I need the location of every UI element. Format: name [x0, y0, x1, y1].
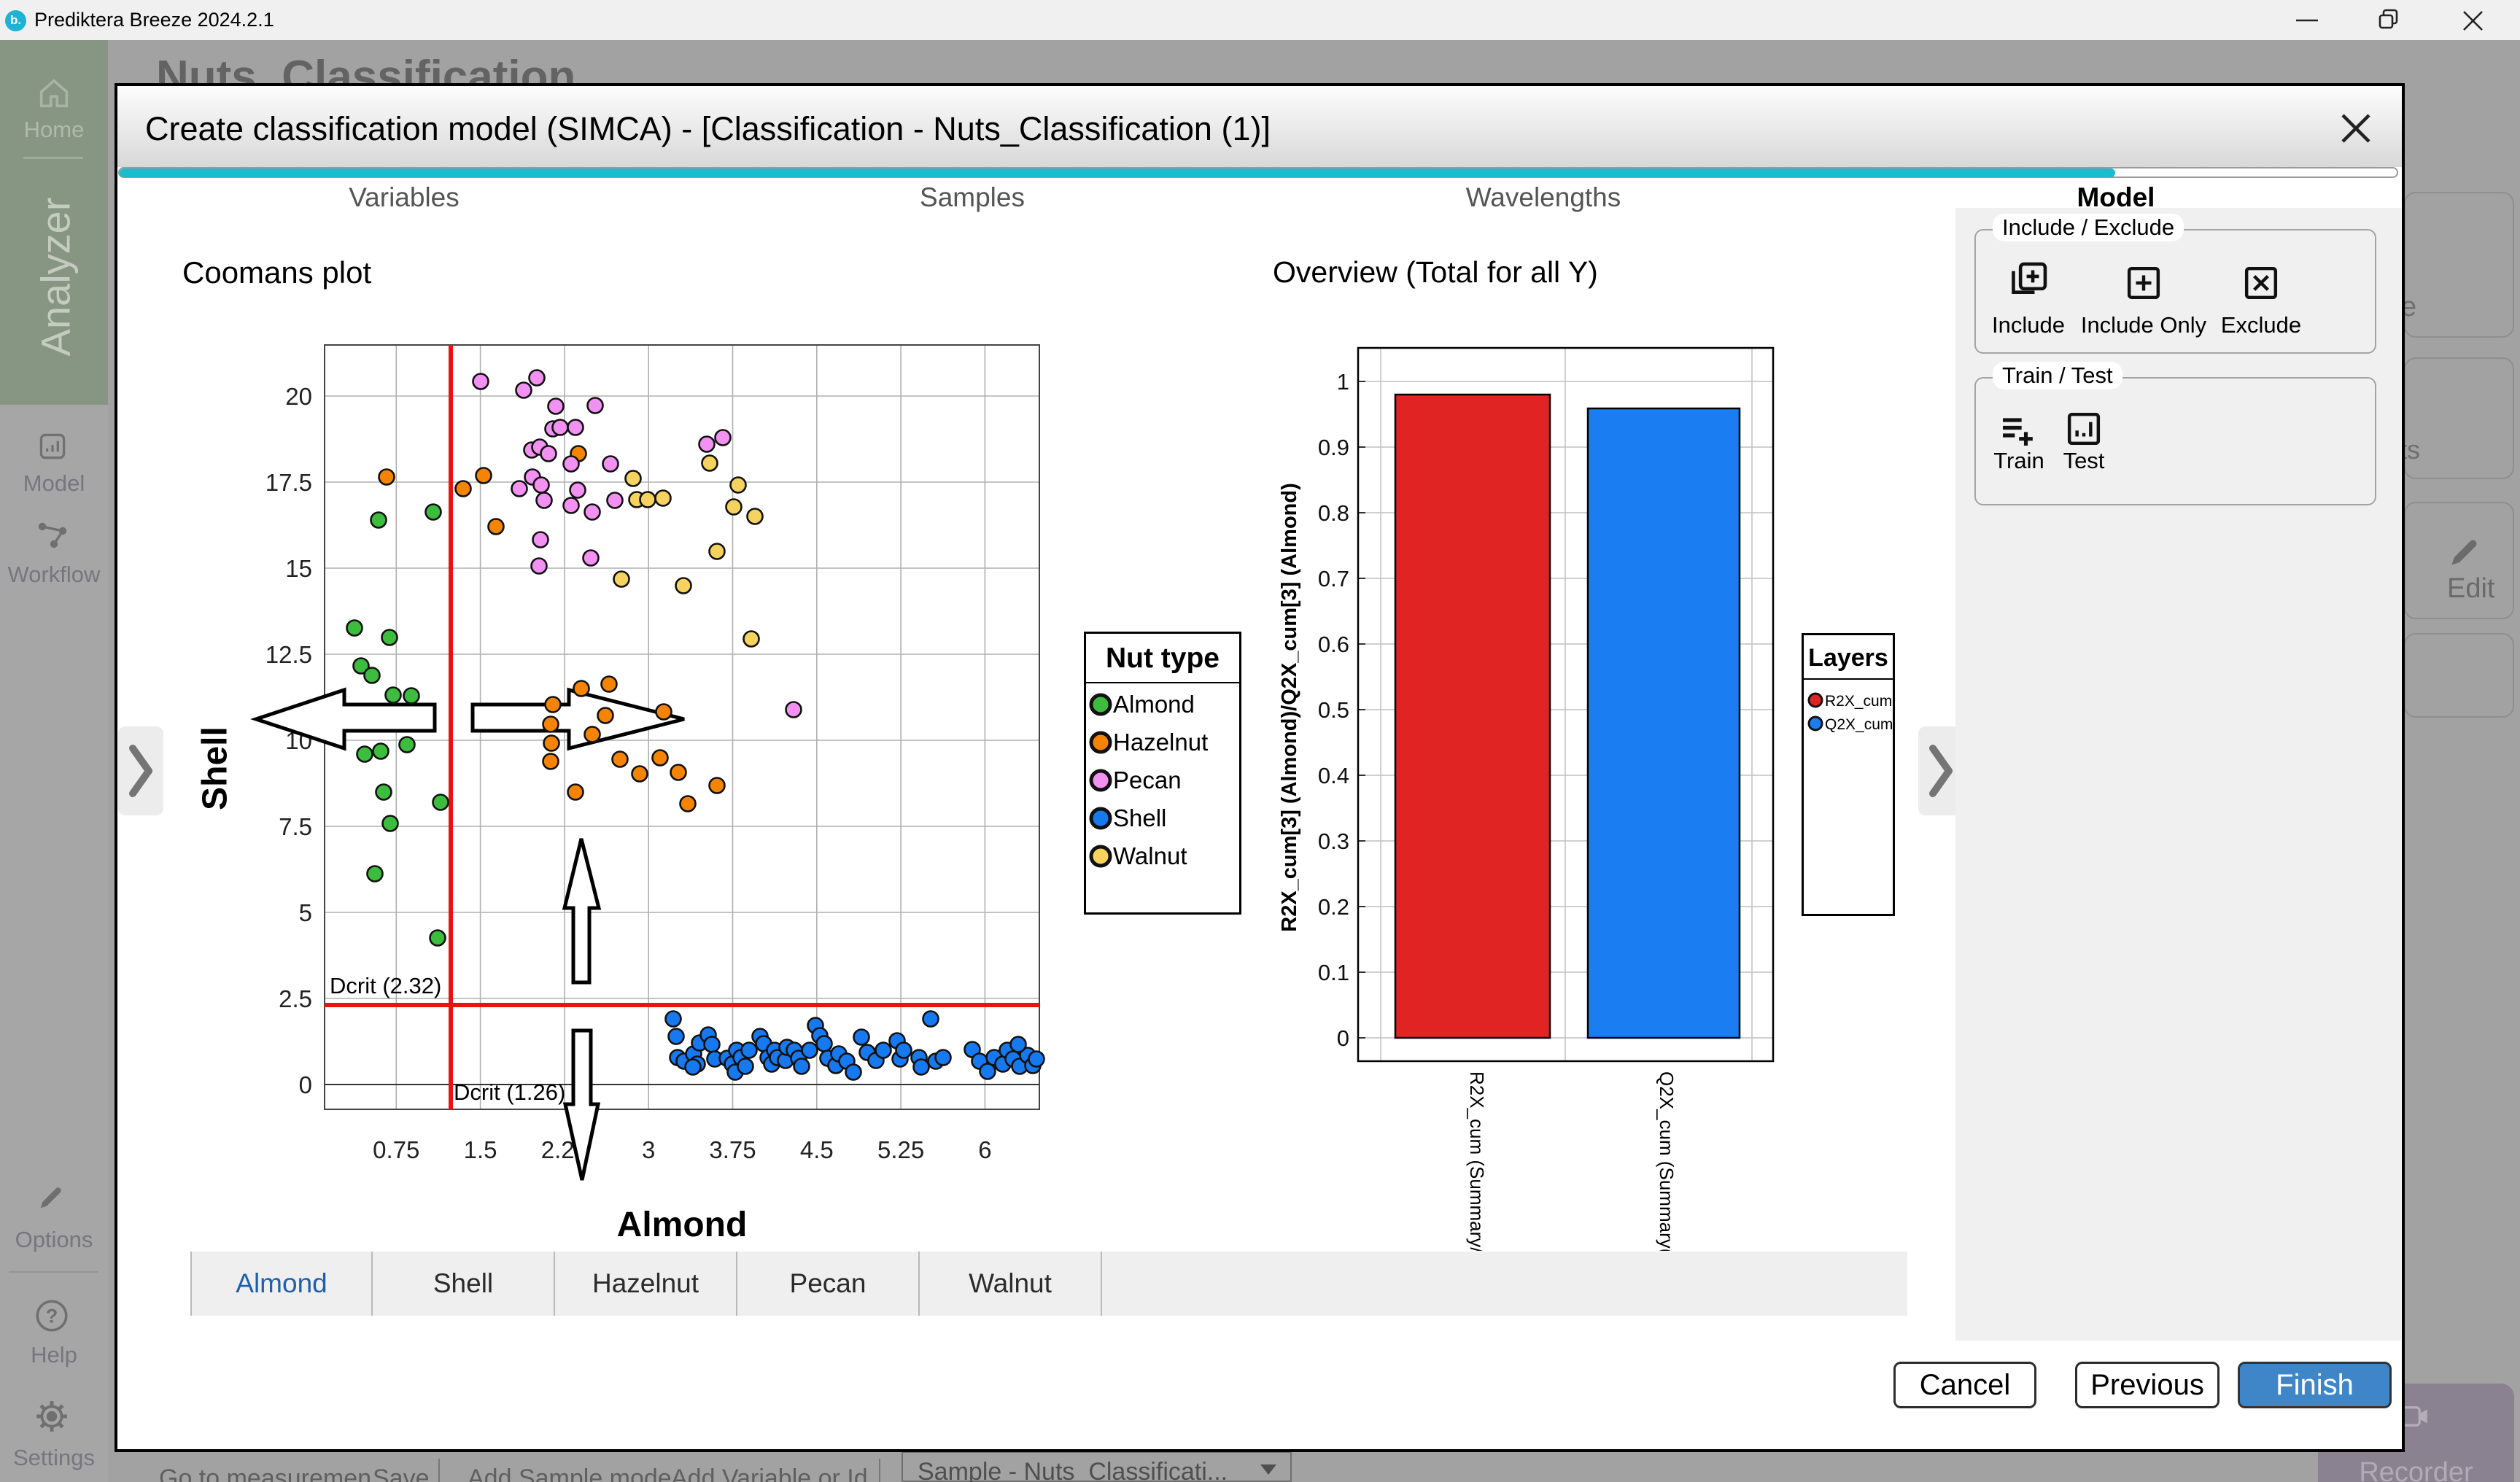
svg-text:Walnut: Walnut [1113, 842, 1187, 869]
svg-text:0: 0 [299, 1071, 312, 1098]
svg-text:5.25: 5.25 [877, 1136, 924, 1163]
svg-text:0.5: 0.5 [1318, 697, 1349, 723]
svg-text:Pecan: Pecan [1113, 767, 1182, 794]
svg-text:20: 20 [285, 383, 312, 410]
svg-text:0.7: 0.7 [1318, 566, 1349, 591]
svg-text:0: 0 [1337, 1025, 1349, 1051]
svg-text:3.75: 3.75 [709, 1136, 756, 1163]
svg-text:12.5: 12.5 [265, 641, 312, 668]
svg-text:Shell: Shell [1113, 804, 1166, 831]
svg-text:1: 1 [1337, 369, 1349, 395]
svg-text:Dcrit (2.32): Dcrit (2.32) [330, 973, 441, 998]
svg-text:R2X_cum: R2X_cum [1825, 693, 1892, 710]
svg-text:0.1: 0.1 [1318, 960, 1349, 985]
svg-text:1.5: 1.5 [464, 1136, 497, 1163]
svg-text:0.2: 0.2 [1318, 894, 1349, 920]
svg-text:4.5: 4.5 [800, 1136, 834, 1163]
svg-text:0.6: 0.6 [1318, 632, 1349, 657]
svg-text:Hazelnut: Hazelnut [1113, 729, 1208, 756]
svg-text:3: 3 [642, 1136, 655, 1163]
svg-text:5: 5 [299, 899, 312, 926]
svg-text:6: 6 [978, 1136, 991, 1163]
svg-text:0.75: 0.75 [373, 1136, 419, 1163]
svg-text:0.3: 0.3 [1318, 829, 1349, 854]
svg-text:0.9: 0.9 [1318, 435, 1349, 460]
svg-text:2.5: 2.5 [279, 985, 312, 1012]
svg-text:Dcrit (1.26): Dcrit (1.26) [454, 1079, 565, 1105]
svg-text:Q2X_cum: Q2X_cum [1825, 716, 1893, 733]
svg-text:?: ? [46, 1304, 58, 1327]
svg-text:0.4: 0.4 [1318, 763, 1349, 788]
svg-text:15: 15 [285, 555, 312, 582]
svg-text:7.5: 7.5 [279, 813, 312, 840]
svg-text:Almond: Almond [1113, 691, 1195, 718]
svg-text:17.5: 17.5 [265, 469, 312, 496]
svg-text:0.8: 0.8 [1318, 500, 1349, 526]
